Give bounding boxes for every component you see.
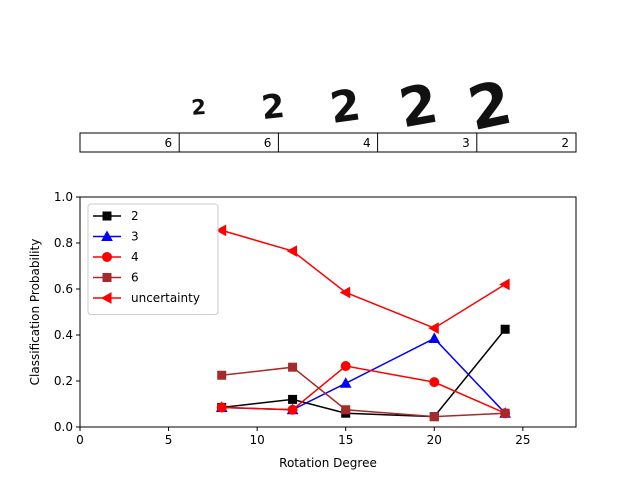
table-border [79, 132, 577, 153]
legend-label: 4 [131, 250, 139, 264]
data-point [288, 394, 298, 404]
legend-item: 2 [93, 209, 139, 223]
y-axis-ticks: 0.0 0.2 0.4 0.6 0.8 1.0 [54, 190, 80, 434]
x-axis-label: Rotation Degree [279, 456, 377, 470]
data-point [217, 370, 227, 380]
x-tick-label: 0 [76, 433, 84, 447]
data-point [428, 322, 439, 334]
prediction-cell: 2 [561, 136, 569, 150]
x-tick-label: 25 [515, 433, 530, 447]
legend-item: 6 [93, 271, 139, 285]
data-point [288, 362, 298, 372]
y-tick-label: 1.0 [54, 190, 73, 204]
digit-glyph: 2 [395, 72, 443, 141]
digit-glyph: 2 [327, 80, 364, 134]
legend-marker [102, 252, 112, 262]
data-point [341, 405, 351, 415]
data-point [339, 377, 352, 388]
data-point [340, 361, 351, 372]
y-tick-label: 0.8 [54, 236, 73, 250]
series-6 [217, 362, 510, 422]
data-point [429, 377, 440, 388]
y-tick-label: 0.4 [54, 328, 73, 342]
x-tick-label: 15 [338, 433, 353, 447]
legend-label: 6 [131, 271, 139, 285]
y-axis-label: Classification Probability [28, 239, 42, 386]
series-uncertainty [215, 224, 510, 334]
y-tick-label: 0.0 [54, 420, 73, 434]
data-point [287, 404, 298, 415]
x-tick-label: 5 [165, 433, 173, 447]
legend-marker [100, 292, 112, 304]
data-point [429, 412, 439, 422]
digit-glyph: 2 [191, 95, 207, 120]
legend-marker [101, 230, 113, 241]
data-point [216, 402, 227, 413]
prediction-table: 6 6 4 3 2 [79, 132, 577, 153]
y-tick-label: 0.6 [54, 282, 73, 296]
data-point [428, 332, 441, 343]
digit-glyph: 2 [259, 86, 286, 127]
data-point [500, 324, 510, 334]
chart: 0 5 10 15 20 25 0.0 0.2 0.4 0.6 0.8 1.0 Rotation D… [28, 190, 577, 470]
legend-label: uncertainty [131, 291, 200, 305]
prediction-cell: 4 [363, 136, 371, 150]
legend-item: 4 [93, 250, 139, 264]
legend-label: 3 [131, 230, 139, 244]
digit-image: 2 [395, 72, 443, 141]
data-point [500, 408, 510, 418]
data-point [215, 224, 227, 237]
data-point [499, 278, 510, 291]
legend-item: uncertainty [93, 291, 200, 305]
legend-item: 3 [93, 230, 139, 244]
prediction-cell: 6 [264, 136, 272, 150]
legend-marker [102, 211, 112, 221]
legend-label: 2 [131, 209, 139, 223]
y-tick-label: 0.2 [54, 374, 73, 388]
x-axis-ticks: 0 5 10 15 20 25 [76, 427, 530, 447]
legend-marker [102, 273, 112, 282]
prediction-cell: 3 [462, 136, 470, 150]
digit-image: 2 [259, 86, 286, 127]
data-point [339, 286, 351, 299]
digit-image: 2 [191, 95, 207, 120]
prediction-cell: 6 [165, 136, 173, 150]
legend: 2 3 4 6 uncertainty [87, 203, 219, 315]
series-layer [215, 224, 511, 422]
legend-box [87, 203, 219, 315]
x-tick-label: 20 [427, 433, 442, 447]
data-point [286, 245, 298, 257]
x-tick-label: 10 [250, 433, 265, 447]
digit-image: 2 [327, 80, 364, 134]
